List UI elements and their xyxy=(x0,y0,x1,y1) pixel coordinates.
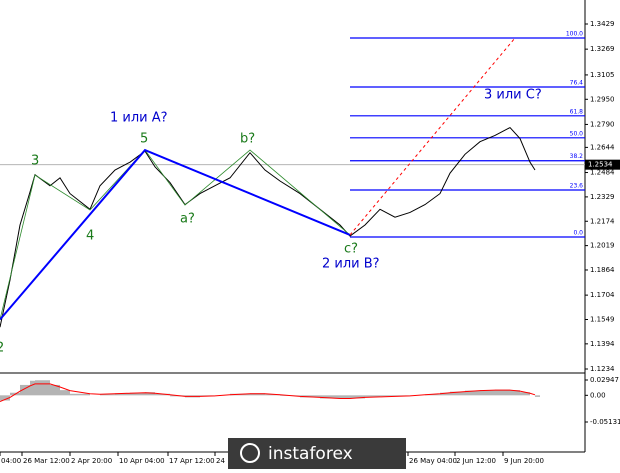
logo-box xyxy=(228,438,406,469)
histogram-bar xyxy=(35,380,50,396)
wave-line xyxy=(0,148,351,321)
wave-annotation: c? xyxy=(344,242,358,257)
y-tick-label: 1.2484 xyxy=(590,169,615,177)
y-tick-label: 1.2019 xyxy=(590,242,615,250)
y-tick-label: 1.2790 xyxy=(590,120,615,128)
last-price-box xyxy=(585,159,620,170)
last-price-label: 1.2534 xyxy=(588,161,613,169)
projection-line xyxy=(349,37,516,236)
wave-annotation: 2 xyxy=(0,341,4,356)
y-tick-label: 1.1704 xyxy=(590,291,615,299)
y-tick-label: 1.2950 xyxy=(590,95,615,103)
y-tick-label: 1.2174 xyxy=(590,217,615,225)
y-tick-label: 1.1864 xyxy=(590,266,615,274)
wave-annotation: 2 или B? xyxy=(322,257,380,272)
fib-label: 100.0 xyxy=(566,30,583,37)
histogram-bar xyxy=(425,394,440,396)
price-line xyxy=(0,126,536,328)
x-tick-label: 2 Jun 12:00 xyxy=(456,457,496,465)
x-tick-label: 17 Apr 12:00 xyxy=(169,457,215,465)
logo-icon xyxy=(240,443,260,463)
histogram-bar xyxy=(60,390,70,396)
y-tick-label: 1.1394 xyxy=(590,340,615,348)
wave-annotation: a? xyxy=(180,212,195,227)
y-tick-label: 1.1234 xyxy=(590,365,615,373)
histogram-bar xyxy=(510,390,520,396)
histogram-bar xyxy=(465,390,480,396)
fib-label: 23.6 xyxy=(570,182,584,189)
histogram-bar xyxy=(340,395,350,399)
y2-tick-label: 0.02947 xyxy=(590,376,619,384)
histogram-bar xyxy=(520,392,530,396)
y-tick-label: 1.3269 xyxy=(590,45,615,53)
y2-tick-label: -0.05131 xyxy=(590,418,620,426)
histogram-bar xyxy=(70,393,90,396)
histogram-bar xyxy=(300,395,320,398)
x-tick-label: 26 Mar 12:00 xyxy=(23,457,70,465)
logo-text: instaforex xyxy=(268,444,353,464)
histogram-bar xyxy=(380,395,395,397)
wave-annotation: 1 или A? xyxy=(110,111,168,126)
histogram-bar xyxy=(495,389,510,396)
x-tick-label: 04:00 xyxy=(1,457,21,465)
y2-tick-label: 0.00 xyxy=(590,391,606,399)
plot-layer: 1.3429 1.3269 1.3105 1.2950 1.2790 1.2644 1.24… xyxy=(0,20,620,465)
y-tick-label: 1.3429 xyxy=(590,20,615,28)
histogram-bar xyxy=(0,395,10,401)
wave-annotation: 5 xyxy=(140,132,148,147)
y-tick-label: 1.2644 xyxy=(590,143,615,151)
histogram-bar xyxy=(100,394,115,396)
histogram-bar xyxy=(350,395,365,399)
histogram-bar xyxy=(480,390,495,396)
y-tick-label: 1.3105 xyxy=(590,71,615,79)
histogram-bar xyxy=(30,380,35,396)
x-tick-label: 9 Jun 20:00 xyxy=(504,457,544,465)
histogram-bar xyxy=(320,395,340,399)
histogram-bar xyxy=(115,393,130,396)
histogram-bar xyxy=(365,395,380,397)
signal-line xyxy=(0,383,536,403)
histogram-bar xyxy=(535,395,540,397)
wave-annotation: 3 или C? xyxy=(484,88,542,103)
wave-annotation: 3 xyxy=(31,154,39,169)
histogram-bar xyxy=(155,393,170,396)
histogram-bar xyxy=(145,392,155,396)
fib-label: 61.8 xyxy=(570,108,584,115)
histogram-bar xyxy=(250,393,265,396)
x-tick-label: 10 Apr 04:00 xyxy=(119,457,165,465)
fib-label: 76.4 xyxy=(570,80,584,87)
histogram-bar xyxy=(20,384,30,396)
histogram-bar xyxy=(130,392,145,396)
histogram-bar xyxy=(450,391,465,396)
y-tick-label: 1.1549 xyxy=(590,315,615,323)
wave-annotation: b? xyxy=(240,132,255,147)
histogram-bar xyxy=(265,394,280,396)
y-tick-label: 1.2329 xyxy=(590,193,615,201)
fib-label: 50.0 xyxy=(570,130,584,137)
histogram-bar xyxy=(50,384,60,396)
fib-label: 0.0 xyxy=(573,229,583,236)
x-tick-label: 24 xyxy=(216,457,225,465)
fib-label: 38.2 xyxy=(570,153,584,160)
wave-annotation: 4 xyxy=(86,229,94,244)
histogram-bar xyxy=(440,392,450,396)
x-tick-label: 26 May 04:00 xyxy=(409,457,457,465)
x-tick-label: 2 Apr 20:00 xyxy=(71,457,112,465)
